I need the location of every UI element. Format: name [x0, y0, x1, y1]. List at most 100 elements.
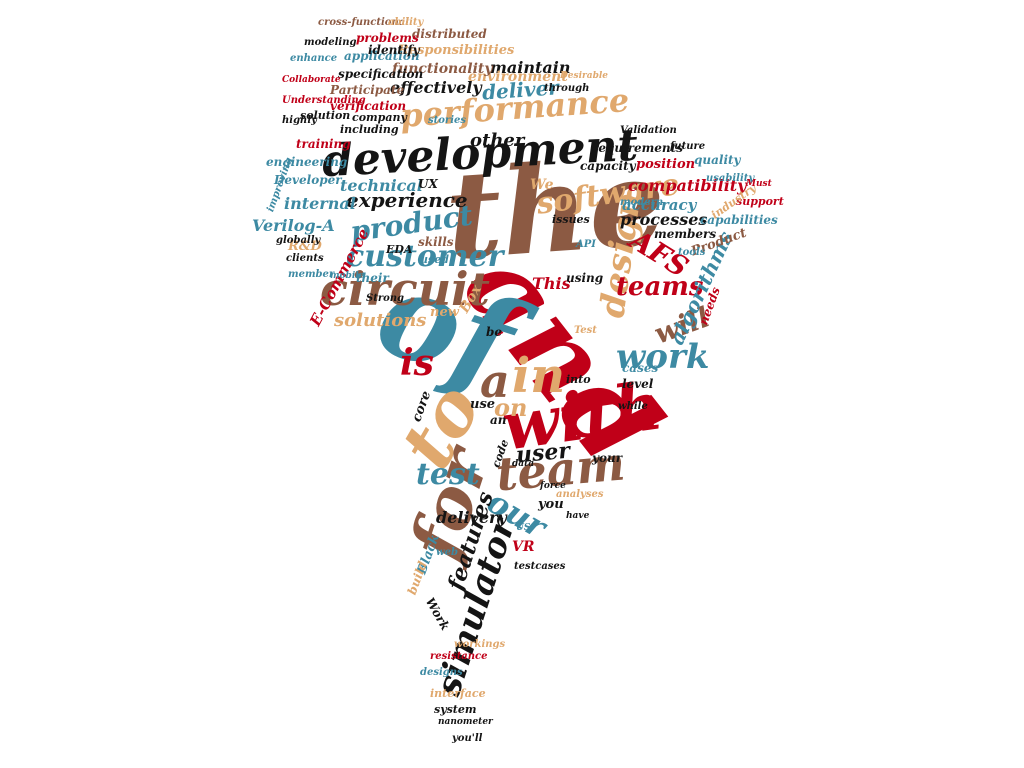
- word-Validation: Validation: [620, 125, 677, 136]
- word-This: This: [532, 274, 571, 293]
- word-Verilog-A: Verilog-A: [252, 216, 335, 235]
- word-be: be: [486, 325, 503, 339]
- word-environment: environment: [468, 69, 568, 85]
- word-circuit: circuit: [320, 262, 490, 316]
- word-solutions: solutions: [334, 310, 427, 331]
- word-members: members: [654, 227, 717, 241]
- word-Collaborate: Collaborate: [282, 75, 341, 85]
- word-requirements: requirements: [592, 141, 683, 155]
- word-modern: modern: [620, 197, 664, 208]
- word-technical: technical: [340, 176, 423, 195]
- word-EDA: EDA: [386, 243, 413, 256]
- word-is: is: [400, 342, 434, 384]
- word-company: company: [352, 111, 407, 124]
- word-support: support: [736, 195, 784, 208]
- word-stories: stories: [428, 115, 466, 126]
- word-a: a: [480, 354, 510, 408]
- word-including: including: [340, 123, 399, 136]
- word-Work: Work: [422, 595, 453, 633]
- word-clients: clients: [286, 253, 324, 264]
- word-you-ll: you'll: [452, 733, 483, 744]
- word-cases: cases: [622, 361, 659, 375]
- word-specification: specification: [338, 67, 424, 81]
- word-skills: skills: [418, 235, 454, 249]
- word-distributed: distributed: [412, 27, 487, 41]
- word-VR: VR: [512, 539, 535, 555]
- word-modeling: modeling: [304, 37, 357, 48]
- word-testcases: testcases: [514, 561, 566, 572]
- word-designs: designs: [420, 667, 463, 678]
- word-enhance: enhance: [290, 53, 338, 64]
- word-Responsibilities: Responsibilities: [398, 43, 515, 58]
- word-into: into: [566, 373, 591, 386]
- word-used: used: [420, 253, 449, 266]
- word-force: force: [540, 481, 566, 491]
- word-highly: highly: [282, 115, 317, 126]
- word-use: use: [470, 397, 496, 412]
- word-issues: issues: [552, 213, 590, 226]
- word-work: work: [616, 337, 710, 377]
- word-workings: workings: [454, 639, 506, 650]
- word-usability: usability: [706, 173, 755, 184]
- word-Strong: Strong: [366, 293, 405, 304]
- word-ability: ability: [388, 17, 424, 28]
- word-analyses: analyses: [556, 489, 604, 500]
- word-mobile: mobile: [330, 271, 365, 281]
- word-tools: tools: [678, 247, 706, 258]
- word-other: other: [470, 130, 525, 151]
- word-Test: Test: [574, 325, 597, 336]
- word-functionality: functionality: [392, 61, 493, 77]
- word-solution: solution: [300, 109, 351, 122]
- word-application: application: [344, 49, 420, 63]
- word-web: web: [436, 547, 458, 558]
- word-accuracy: accuracy: [622, 196, 697, 214]
- word-while: while: [618, 401, 648, 412]
- word-API: API: [576, 239, 596, 250]
- word-through: through: [544, 83, 590, 94]
- word-you: you: [538, 497, 564, 512]
- word-maintain: maintain: [490, 58, 571, 77]
- word-We: We: [530, 177, 554, 193]
- word-nanometer: nanometer: [438, 717, 493, 727]
- word-interface: interface: [430, 687, 486, 700]
- word-on: on: [494, 393, 528, 422]
- word-data: data: [512, 459, 535, 469]
- word-delivery: delivery: [436, 508, 507, 527]
- word-Understanding: Understanding: [282, 95, 366, 106]
- word-future: future: [670, 141, 706, 152]
- word-in: in: [512, 348, 566, 404]
- word-teams: teams: [616, 272, 704, 302]
- word-new: new: [430, 305, 459, 320]
- word-using: using: [566, 271, 604, 285]
- word-effectively: effectively: [390, 78, 482, 97]
- word-their: their: [356, 271, 389, 285]
- word-build: build: [404, 559, 430, 597]
- word-processes: processes: [620, 210, 708, 229]
- word-capabilities: capabilities: [700, 213, 778, 227]
- word-Desirable: Desirable: [560, 71, 609, 81]
- word-Developer: Developer: [274, 173, 342, 187]
- word-an: an: [490, 413, 507, 427]
- word-level: level: [622, 377, 654, 391]
- word-UX: UX: [418, 177, 438, 191]
- word-member: member: [288, 269, 335, 280]
- word-internal: internal: [284, 194, 356, 213]
- word-verification: verification: [330, 99, 407, 113]
- word-training: training: [296, 137, 351, 151]
- word-US: US: [516, 523, 531, 533]
- word-your: your: [592, 451, 623, 465]
- word-Participate: Participate: [330, 83, 405, 97]
- word-quality: quality: [694, 153, 741, 167]
- word-experience: experience: [346, 188, 468, 212]
- word-problems: problems: [356, 31, 419, 45]
- word-R&D: R&D: [288, 239, 322, 254]
- word-position: position: [636, 157, 696, 172]
- word-Must: Must: [746, 179, 772, 189]
- word-system: system: [434, 703, 477, 716]
- word-identify: identify: [368, 43, 420, 57]
- word-globally: globally: [276, 235, 321, 246]
- word-compatibility: compatibility: [628, 176, 747, 195]
- word-customer: customer: [346, 239, 504, 274]
- word-resistance: resistance: [430, 651, 488, 662]
